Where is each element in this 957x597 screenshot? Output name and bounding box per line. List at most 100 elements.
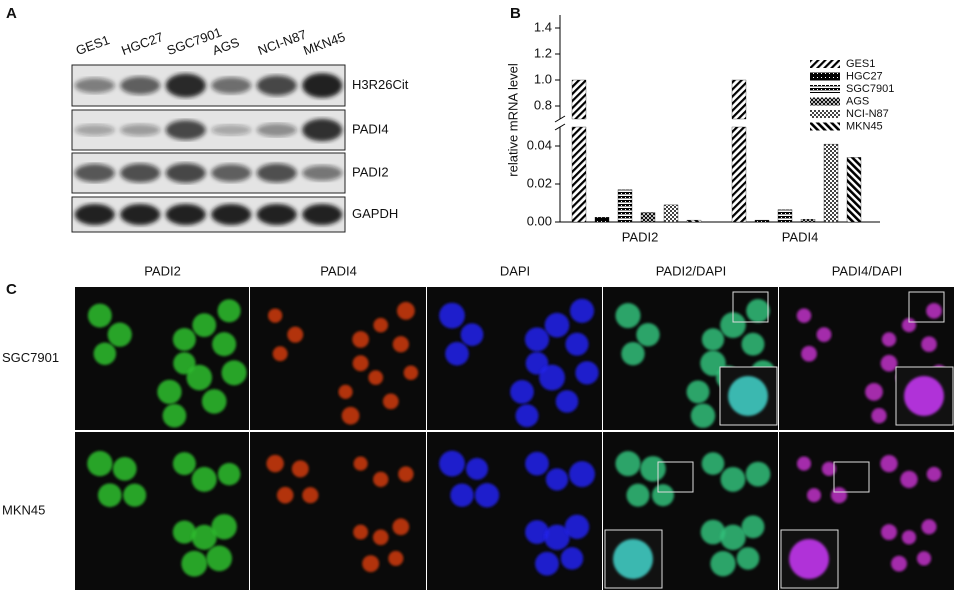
x-tick-label: PADI4 bbox=[782, 229, 819, 244]
cell bbox=[107, 322, 132, 347]
bar bbox=[571, 79, 587, 120]
cell bbox=[352, 331, 369, 348]
legend-swatch bbox=[810, 72, 840, 81]
cell bbox=[545, 468, 569, 491]
cell bbox=[515, 404, 539, 428]
legend-swatch bbox=[810, 122, 840, 131]
cell bbox=[162, 403, 187, 428]
cell bbox=[865, 382, 883, 401]
blot-band bbox=[165, 163, 206, 183]
cell bbox=[398, 466, 414, 482]
cell bbox=[921, 519, 937, 535]
cell bbox=[569, 461, 595, 488]
cell bbox=[291, 460, 309, 478]
cell bbox=[93, 342, 117, 365]
cell bbox=[172, 520, 196, 544]
cell bbox=[191, 524, 217, 550]
cell bbox=[539, 364, 565, 391]
blot-band bbox=[74, 163, 115, 183]
cell bbox=[701, 452, 725, 475]
cell bbox=[474, 483, 500, 508]
cell bbox=[186, 364, 213, 391]
blot-band bbox=[165, 204, 206, 225]
blot-band bbox=[165, 120, 206, 140]
cell bbox=[372, 529, 389, 546]
cell bbox=[87, 450, 113, 477]
cell bbox=[544, 524, 570, 551]
bar bbox=[617, 189, 633, 223]
column-label: PADI4/DAPI bbox=[832, 263, 903, 278]
inset-box bbox=[657, 461, 694, 493]
legend-swatch bbox=[810, 60, 840, 68]
bar bbox=[571, 126, 587, 223]
blot-band bbox=[256, 204, 297, 225]
cell bbox=[352, 355, 369, 372]
bar bbox=[731, 126, 747, 223]
band-label: PADI2 bbox=[352, 164, 389, 179]
cell bbox=[651, 484, 675, 507]
cell bbox=[926, 466, 942, 482]
cell bbox=[880, 454, 898, 473]
cell bbox=[916, 551, 932, 566]
cell bbox=[816, 327, 832, 343]
cell bbox=[445, 341, 469, 366]
y-axis-label: relative mRNA level bbox=[505, 63, 520, 177]
blot-band bbox=[256, 123, 297, 137]
y-tick-label: 1.0 bbox=[534, 71, 552, 86]
blot-band bbox=[120, 124, 161, 136]
cell bbox=[544, 312, 570, 338]
y-tick-label: 0.8 bbox=[534, 97, 552, 112]
cell bbox=[510, 379, 534, 404]
cell bbox=[615, 303, 641, 329]
blot-band bbox=[256, 163, 297, 183]
cell bbox=[267, 308, 283, 323]
legend-label: SGC7901 bbox=[846, 83, 894, 95]
bar bbox=[640, 212, 656, 223]
axis-break bbox=[554, 123, 566, 131]
cell bbox=[690, 403, 716, 428]
cell bbox=[926, 302, 942, 319]
cell bbox=[564, 514, 590, 539]
cell bbox=[206, 545, 233, 572]
blot-frame bbox=[71, 64, 346, 107]
cell bbox=[720, 466, 746, 492]
cell bbox=[439, 302, 465, 329]
band-label: GAPDH bbox=[352, 206, 398, 221]
cell bbox=[181, 550, 208, 577]
blot-frame bbox=[71, 152, 346, 194]
cell bbox=[741, 332, 765, 356]
cell bbox=[403, 365, 419, 381]
bar bbox=[594, 217, 610, 223]
lane-label: MKN45 bbox=[301, 29, 347, 58]
bar bbox=[777, 209, 793, 223]
legend-swatch bbox=[810, 85, 840, 93]
inset-box bbox=[908, 291, 945, 323]
lane-label: GES1 bbox=[74, 32, 112, 58]
cell bbox=[450, 483, 474, 507]
column-label: PADI2 bbox=[144, 263, 181, 278]
cell bbox=[217, 462, 241, 486]
cell bbox=[191, 466, 217, 492]
bar bbox=[846, 157, 862, 223]
cell bbox=[880, 354, 898, 372]
blot-frame bbox=[71, 196, 346, 233]
cell bbox=[221, 360, 247, 386]
cell bbox=[172, 452, 196, 476]
blot-band bbox=[74, 204, 115, 225]
x-tick-label: PADI2 bbox=[622, 229, 659, 244]
cell bbox=[525, 451, 549, 476]
cell bbox=[535, 551, 559, 576]
blot-band bbox=[165, 73, 206, 98]
legend-label: HGC27 bbox=[846, 70, 883, 82]
bar bbox=[754, 219, 770, 223]
y-tick-label: 0.02 bbox=[527, 175, 552, 190]
cell bbox=[710, 551, 736, 577]
cell bbox=[338, 384, 353, 399]
row-label: MKN45 bbox=[2, 502, 45, 517]
bar bbox=[800, 218, 816, 223]
cell bbox=[686, 380, 710, 404]
cell bbox=[801, 345, 817, 362]
cell bbox=[460, 323, 484, 347]
cell bbox=[341, 406, 360, 425]
column-label: DAPI bbox=[500, 263, 530, 278]
